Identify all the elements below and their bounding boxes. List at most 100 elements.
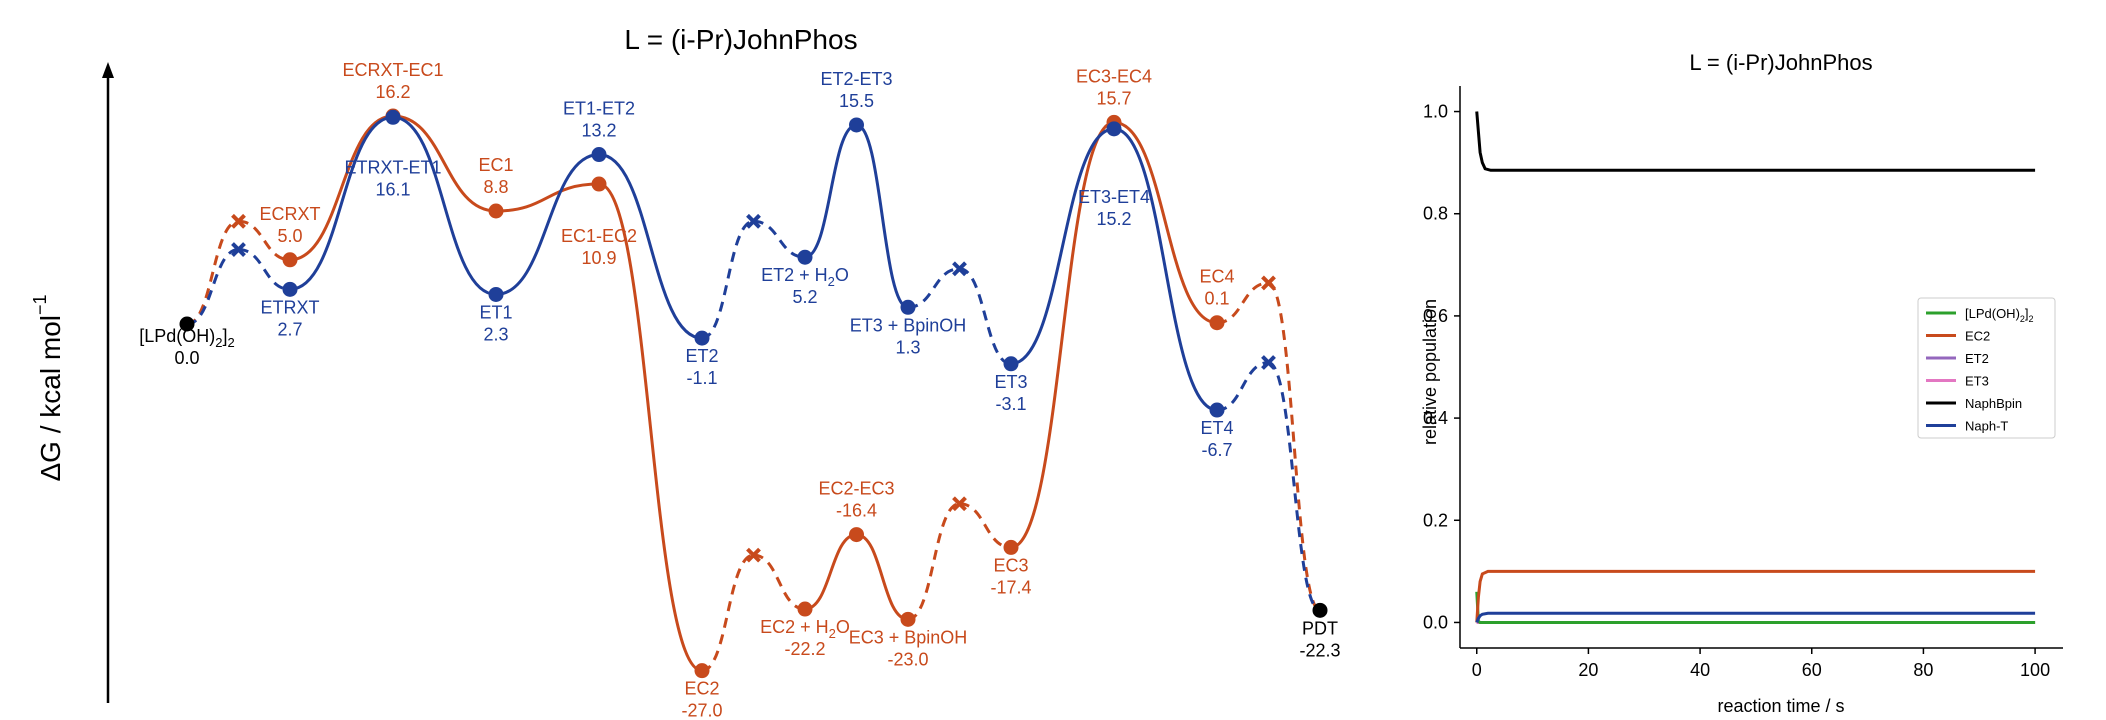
y-tick-label-5: 1.0 [1423, 102, 1448, 122]
y-tick-label-2: 0.4 [1423, 408, 1448, 428]
energy-value-ec4: 0.1 [1204, 289, 1229, 309]
energy-label-ecrxt-ec1: ECRXT-EC1 [342, 60, 443, 80]
energy-cross-marker-0-1 [231, 213, 246, 229]
energy-value-et3-et4: 15.2 [1096, 209, 1131, 229]
energy-label-start: [LPd(OH)2]2 [139, 326, 235, 350]
energy-cross-marker-1-7 [746, 213, 761, 229]
energy-segment-1-12 [1010, 127, 1115, 366]
energy-profile-title: L = (i-Pr)JohnPhos [624, 24, 857, 55]
legend-label-et3: ET3 [1965, 374, 1989, 389]
energy-point-et2 [694, 330, 710, 346]
energy-axis-arrow-icon [102, 62, 114, 78]
energy-point-et2h2o [797, 249, 813, 265]
energy-point-ecrxt [282, 252, 298, 268]
x-tick-label-5: 100 [2020, 660, 2050, 680]
kinetics-chart: L = (i-Pr)JohnPhos 0 20 40 60 80 100 0.0 0.2 0.4… [1420, 50, 2063, 716]
x-tick-label-0: 0 [1472, 660, 1482, 680]
energy-profile-chart: L = (i-Pr)JohnPhos ΔG / kcal mol−1 [LPd(… [30, 24, 1341, 720]
energy-point-et4 [1209, 402, 1225, 418]
energy-value-etrxt: 2.7 [277, 319, 302, 339]
energy-markers [179, 108, 1328, 679]
energy-cross-marker-1-15 [1261, 355, 1276, 370]
energy-segment-1-9 [855, 123, 909, 309]
energy-label-et2-et3: ET2-ET3 [820, 69, 892, 89]
energy-point-pdt [1312, 602, 1328, 618]
energy-point-et3bpinoh [900, 299, 916, 315]
energy-label-etrxt-et1: ETRXT-ET1 [344, 157, 441, 177]
energy-value-et4: -6.7 [1201, 440, 1232, 460]
energy-segment-0-2 [289, 114, 394, 262]
energy-segment-1-8 [804, 123, 857, 259]
energy-cross-marker-1-1 [231, 242, 246, 257]
energy-value-et2: -1.1 [686, 368, 717, 388]
energy-segment-1-2 [289, 115, 394, 291]
energy-segment-1-4 [495, 153, 600, 296]
x-tick-label-3: 60 [1802, 660, 1822, 680]
energy-label-ec1-ec2: EC1-EC2 [561, 226, 637, 246]
x-tick-label-1: 20 [1578, 660, 1598, 680]
energy-label-ec3bpinoh: EC3 + BpinOH [849, 627, 968, 647]
energy-segment-0-13 [1113, 120, 1218, 325]
energy-label-pdt: PDT [1302, 618, 1338, 638]
energy-cross-marker-0-11 [952, 496, 967, 512]
kinetics-y-label: relative population [1420, 299, 1440, 445]
energy-value-ec1: 8.8 [483, 177, 508, 197]
legend-label-et2: ET2 [1965, 351, 1989, 366]
energy-label-ec3-ec4: EC3-EC4 [1076, 66, 1152, 86]
energy-value-et1-et2: 13.2 [581, 121, 616, 141]
energy-point-et2-et3 [849, 117, 864, 133]
energy-segment-0-11 [959, 502, 1012, 549]
energy-segment-1-11 [959, 267, 1012, 366]
energy-value-ec2: -27.0 [681, 701, 722, 720]
y-tick-label-0: 0.0 [1423, 612, 1448, 632]
x-tick-label-4: 80 [1913, 660, 1933, 680]
y-tick-label-3: 0.6 [1423, 306, 1448, 326]
energy-segment-0-6 [701, 553, 754, 673]
legend-label-ec2: EC2 [1965, 329, 1990, 344]
energy-point-ec3 [1003, 539, 1019, 555]
energy-segment-1-10 [907, 267, 960, 309]
energy-label-et3-et4: ET3-ET4 [1078, 187, 1150, 207]
y-tick-label-1: 0.2 [1423, 510, 1448, 530]
kinetics-line-ec2 [1475, 569, 2036, 623]
energy-segment-0-7 [753, 553, 806, 611]
kinetics-legend: [LPd(OH)2]2 EC2 ET2 ET3 NaphBpin Naph-T [1917, 297, 2056, 439]
energy-segment-1-0 [186, 248, 239, 326]
energy-value-ecrxt-ec1: 16.2 [375, 82, 410, 102]
kinetics-line-naph-t [1475, 611, 2036, 624]
energy-axis-label: ΔG / kcal mol−1 [30, 294, 66, 481]
energy-value-ecrxt: 5.0 [277, 226, 302, 246]
energy-point-etrxt-et1 [385, 109, 401, 125]
energy-segment-0-0 [186, 219, 239, 326]
kinetics-line-lpd-oh [1475, 591, 2036, 624]
energy-label-ec2-ec3: EC2-EC3 [818, 479, 894, 499]
energy-segment-0-4 [495, 182, 600, 213]
kinetics-x-label: reaction time / s [1717, 696, 1844, 716]
energy-segment-1-13 [1113, 127, 1218, 412]
energy-point-et3 [1003, 356, 1019, 372]
energy-point-et1-et2 [591, 147, 607, 163]
energy-label-ec2h2o: EC2 + H2O [760, 617, 850, 641]
energy-point-ec2-ec3 [849, 527, 864, 543]
energy-label-et4: ET4 [1200, 418, 1233, 438]
energy-value-ec3-ec4: 15.7 [1096, 88, 1131, 108]
energy-segment-0-12 [1010, 120, 1115, 549]
energy-segment-0-15 [1267, 281, 1321, 612]
x-tick-label-2: 40 [1690, 660, 1710, 680]
energy-value-ec1-ec2: 10.9 [581, 248, 616, 268]
energy-label-etrxt: ETRXT [260, 297, 319, 317]
energy-label-ec1: EC1 [478, 155, 513, 175]
energy-label-et2: ET2 [685, 346, 718, 366]
energy-segment-0-9 [856, 533, 909, 621]
energy-segment-1-5 [598, 153, 703, 340]
energy-value-et2-et3: 15.5 [839, 91, 874, 111]
energy-label-ec3: EC3 [993, 555, 1028, 575]
energy-segment-0-10 [907, 502, 960, 621]
energy-series [186, 114, 1321, 673]
kinetics-title: L = (i-Pr)JohnPhos [1689, 50, 1872, 75]
energy-label-ecrxt: ECRXT [259, 204, 320, 224]
energy-value-ec3bpinoh: -23.0 [887, 649, 928, 669]
energy-segment-1-3 [392, 115, 497, 296]
